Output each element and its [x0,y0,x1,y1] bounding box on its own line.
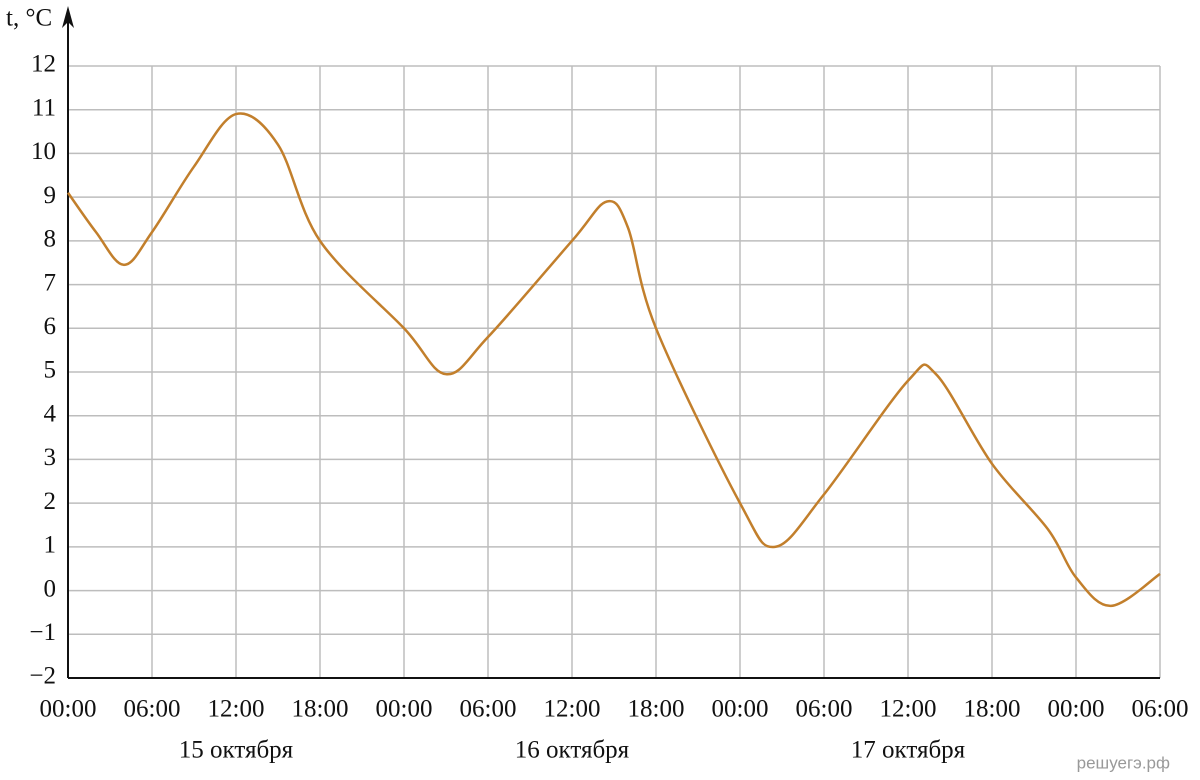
y-tick-label: 4 [44,400,57,427]
day-label: 16 октября [515,737,630,764]
x-tick-label: 00:00 [376,696,433,723]
x-tick-label: 00:00 [1048,696,1105,723]
x-tick-label: 06:00 [460,696,517,723]
x-tick-label: 12:00 [880,696,937,723]
x-tick-label: 18:00 [628,696,685,723]
y-tick-label: 1 [44,532,57,559]
x-tick-label: 18:00 [964,696,1021,723]
y-tick-label: −2 [29,663,56,690]
x-tick-label: 18:00 [292,696,349,723]
y-tick-label: 6 [44,313,57,340]
y-tick-label: 2 [44,488,57,515]
y-tick-label: 0 [44,575,57,602]
y-tick-label: −1 [29,619,56,646]
y-tick-label: 12 [31,51,56,78]
y-tick-label: 7 [44,269,57,296]
y-tick-label: 10 [31,138,56,165]
x-tick-label: 06:00 [796,696,853,723]
y-axis-arrow [62,6,74,28]
line [66,112,1161,608]
y-tick-label: 8 [44,226,57,253]
y-tick-label: 11 [32,94,56,121]
y-tick-label: 3 [44,444,57,471]
day-label: 15 октября [179,737,294,764]
x-tick-label: 12:00 [544,696,601,723]
x-tick-label: 06:00 [124,696,181,723]
x-tick-label: 06:00 [1132,696,1189,723]
y-tick-label: 9 [44,182,57,209]
y-tick-label: 5 [44,357,57,384]
x-tick-label: 00:00 [712,696,769,723]
watermark: решуегэ.рф [1077,753,1170,772]
y-axis-label: t, °C [6,5,52,32]
day-label: 17 октября [851,737,966,764]
x-tick-label: 12:00 [208,696,265,723]
x-tick-label: 00:00 [40,696,97,723]
